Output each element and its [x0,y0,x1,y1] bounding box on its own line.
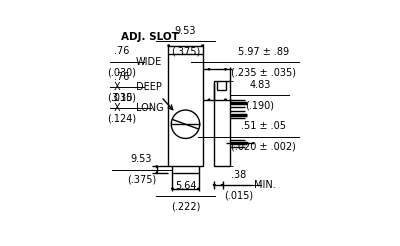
Bar [214,81,230,166]
FancyArrow shape [208,99,210,100]
Text: X: X [114,82,120,92]
FancyArrow shape [156,166,157,168]
FancyArrow shape [172,188,174,189]
Text: .51 ± .05: .51 ± .05 [241,121,286,131]
Text: (.235 ± .035): (.235 ± .035) [231,67,296,77]
Text: 5.64: 5.64 [175,181,196,191]
FancyArrow shape [201,45,203,46]
FancyArrow shape [168,45,170,46]
FancyArrow shape [225,99,227,100]
Text: (.020 ± .002): (.020 ± .002) [231,142,296,152]
Text: (.030): (.030) [108,92,136,103]
FancyArrow shape [214,184,216,185]
Text: 4.83: 4.83 [249,79,271,90]
Text: MIN.: MIN. [254,180,276,190]
Text: ADJ. SLOT: ADJ. SLOT [121,32,178,42]
Text: X: X [114,103,120,113]
Text: 3.15: 3.15 [111,93,133,103]
Text: WIDE: WIDE [136,57,162,67]
FancyArrow shape [156,172,157,173]
Text: LONG: LONG [136,103,164,113]
Text: (.124): (.124) [108,113,136,123]
Text: (.375): (.375) [127,175,156,185]
Text: 9.53: 9.53 [175,26,196,36]
Text: (.190): (.190) [246,100,274,110]
Text: 5.97 ± .89: 5.97 ± .89 [238,47,289,57]
Text: .76: .76 [114,72,130,82]
Bar [168,54,203,166]
Text: (.030): (.030) [108,67,136,77]
FancyArrow shape [198,188,199,189]
Text: DEEP: DEEP [136,82,162,92]
Text: (.222): (.222) [171,201,200,212]
FancyArrow shape [246,142,248,144]
Text: (.015): (.015) [224,190,254,200]
Text: .76: .76 [114,46,130,56]
Text: 9.53: 9.53 [131,154,152,164]
FancyArrow shape [221,184,223,185]
Text: .38: .38 [232,169,247,180]
Text: (.375): (.375) [171,46,200,57]
FancyArrow shape [225,69,227,70]
FancyArrow shape [208,69,210,70]
